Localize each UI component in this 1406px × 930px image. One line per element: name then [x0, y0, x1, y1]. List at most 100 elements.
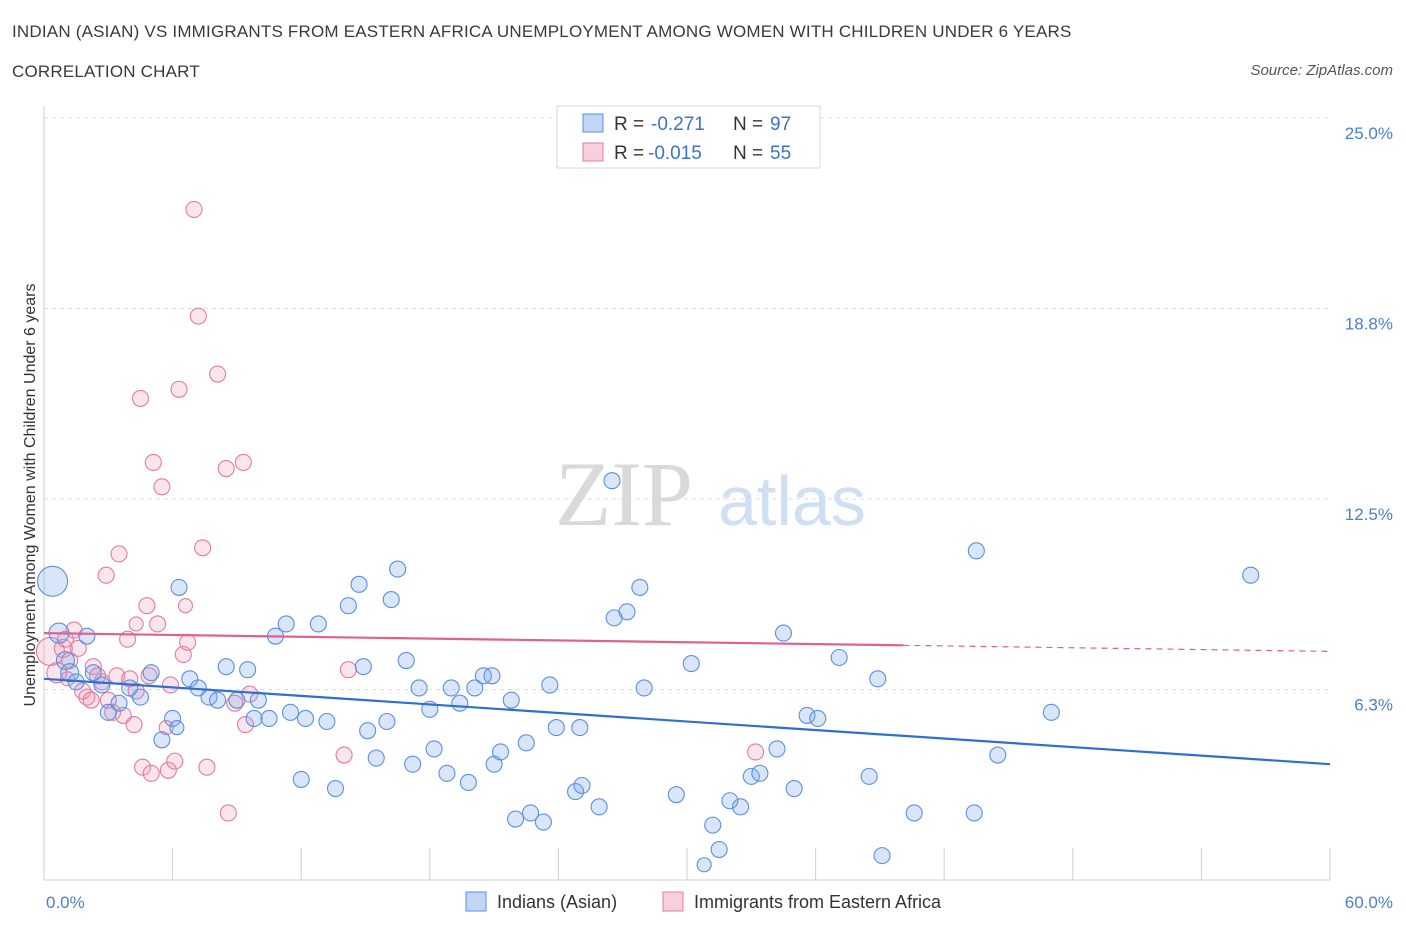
eastern-africa-point: [339, 661, 357, 679]
indians-point: [517, 734, 535, 752]
indians-point: [209, 691, 227, 709]
legend-n-label-2: N =: [733, 143, 763, 164]
indians-point: [989, 746, 1007, 764]
trend-lines: [43, 632, 1331, 766]
indians-point: [466, 679, 484, 697]
indians-point: [631, 578, 649, 596]
indians-point: [131, 688, 149, 706]
eastern-africa-point: [84, 658, 102, 676]
indians-point: [873, 847, 891, 865]
legend-r-value-2: -0.015: [648, 143, 702, 164]
indians-point: [635, 679, 653, 697]
y-tick-label: 12.5%: [1345, 505, 1393, 524]
indians-point: [217, 658, 235, 676]
indians-point: [721, 792, 739, 810]
axes: [43, 106, 1331, 881]
indians-point: [491, 743, 510, 761]
indians-point: [350, 575, 368, 593]
indians-point: [566, 783, 585, 801]
watermark-atlas: atlas: [718, 462, 866, 540]
eastern-africa-point: [198, 758, 216, 776]
indians-point: [534, 813, 552, 831]
legend-label-eastern-africa: Immigrants from Eastern Africa: [694, 892, 942, 912]
eastern-africa-point: [125, 716, 143, 734]
chart-title: INDIAN (ASIAN) VS IMMIGRANTS FROM EASTER…: [12, 22, 1072, 41]
indians-point: [164, 709, 182, 728]
indians-point: [367, 749, 385, 767]
eastern-africa-point: [104, 703, 122, 721]
eastern-africa-point: [177, 598, 194, 614]
legend-swatch-pink: [582, 142, 604, 162]
correlation-legend: R = -0.271 N = 97 R = -0.015 N = 55: [556, 105, 821, 169]
indians-point: [442, 679, 460, 697]
series-legend: Indians (Asian) Immigrants from Eastern …: [465, 891, 942, 912]
indians-point: [382, 591, 400, 609]
indians-point: [404, 755, 422, 773]
eastern-africa-point: [209, 365, 227, 383]
eastern-africa-point: [217, 459, 235, 478]
indians-point: [142, 664, 160, 682]
eastern-africa-point: [153, 478, 171, 496]
eastern-africa-point: [138, 597, 156, 615]
eastern-africa-point: [97, 566, 115, 584]
indians-point: [521, 804, 540, 822]
indians-point: [169, 720, 185, 736]
indians-point: [967, 542, 985, 560]
indians-point: [506, 810, 525, 828]
indians-point: [245, 709, 263, 728]
legend-r-label-2: R =: [614, 143, 644, 164]
y-tick-label: 6.3%: [1354, 696, 1393, 715]
indians-point: [378, 712, 396, 731]
indians-point: [571, 719, 589, 737]
indians-point: [965, 804, 983, 822]
series-indians-points: [37, 472, 1260, 873]
indians-point: [682, 655, 700, 673]
indians-point: [474, 667, 492, 685]
indians-point: [541, 676, 559, 694]
indians-point: [60, 663, 80, 683]
indians-point: [326, 780, 345, 798]
indians-point: [181, 670, 199, 688]
indians-point: [798, 706, 816, 724]
indians-point: [869, 670, 887, 688]
legend-n-value-2: 55: [770, 143, 791, 164]
legend-swatch-blue: [582, 113, 604, 133]
indians-point: [704, 816, 722, 834]
indians-point: [249, 691, 267, 709]
legend-n-value-1: 97: [770, 114, 791, 135]
eastern-africa-point: [149, 615, 167, 633]
indians-point: [438, 764, 456, 782]
legend-swatch-indians: [465, 891, 487, 912]
indians-point: [281, 703, 300, 721]
indians-point: [228, 691, 246, 709]
eastern-africa-point: [179, 633, 197, 651]
indians-point: [459, 773, 477, 792]
legend-n-label-1: N =: [733, 114, 763, 135]
eastern-africa-point: [140, 667, 158, 685]
indians-point: [1242, 566, 1260, 584]
trend-line-dashed: [903, 644, 1331, 652]
legend-r-label-1: R =: [614, 114, 644, 135]
indians-point: [603, 472, 621, 490]
indians-point: [751, 764, 769, 782]
indians-point: [296, 709, 315, 728]
tick-labels: 6.3% 12.5% 18.8% 25.0% 0.0% 60.0%: [46, 124, 1393, 912]
grid-lines: [44, 117, 1330, 690]
indians-point: [768, 740, 786, 758]
indians-point: [425, 740, 443, 758]
legend-r-value-1: -0.271: [651, 114, 705, 135]
indians-point: [573, 776, 591, 795]
legend-swatch-eastern-africa: [662, 891, 684, 912]
eastern-africa-point: [144, 453, 162, 471]
indians-point: [410, 679, 428, 697]
indians-point: [905, 804, 923, 822]
indians-point: [354, 658, 372, 676]
eastern-africa-point: [161, 676, 180, 694]
legend-label-indians: Indians (Asian): [497, 892, 617, 912]
eastern-africa-point: [166, 752, 184, 770]
x-tick-label: 60.0%: [1345, 893, 1393, 912]
indians-point: [618, 603, 636, 621]
eastern-africa-point: [185, 200, 203, 218]
indians-point: [785, 780, 803, 798]
indians-point: [93, 676, 111, 694]
